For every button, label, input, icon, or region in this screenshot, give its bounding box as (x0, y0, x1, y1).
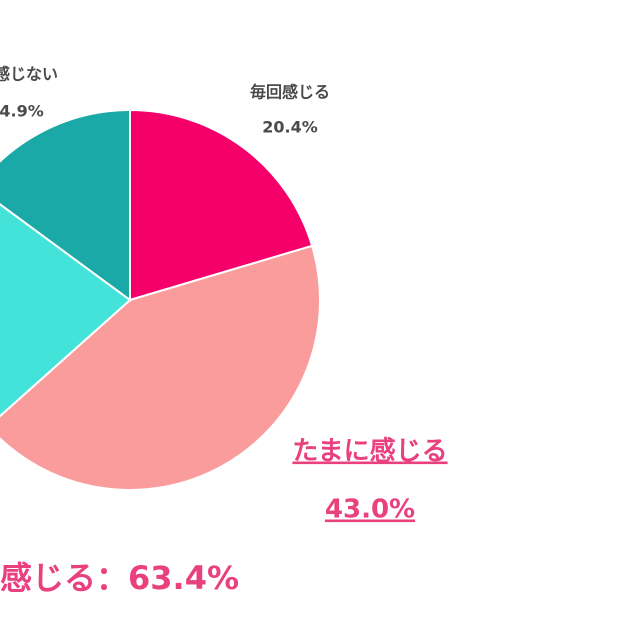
value-label: 20.4% (262, 118, 318, 137)
category-label: 感じない (0, 65, 58, 84)
pie-slice (0, 108, 131, 302)
category-label: たまに感じる (292, 437, 447, 467)
value-label: 43.0% (325, 495, 415, 525)
total-annotation: 感じる：63.4% (0, 559, 239, 597)
pie-slice (129, 108, 314, 302)
category-label: 毎回感じる (250, 83, 330, 102)
pie-slice (0, 203, 132, 418)
pie-slice (0, 244, 321, 491)
value-label: 14.9% (0, 102, 44, 121)
